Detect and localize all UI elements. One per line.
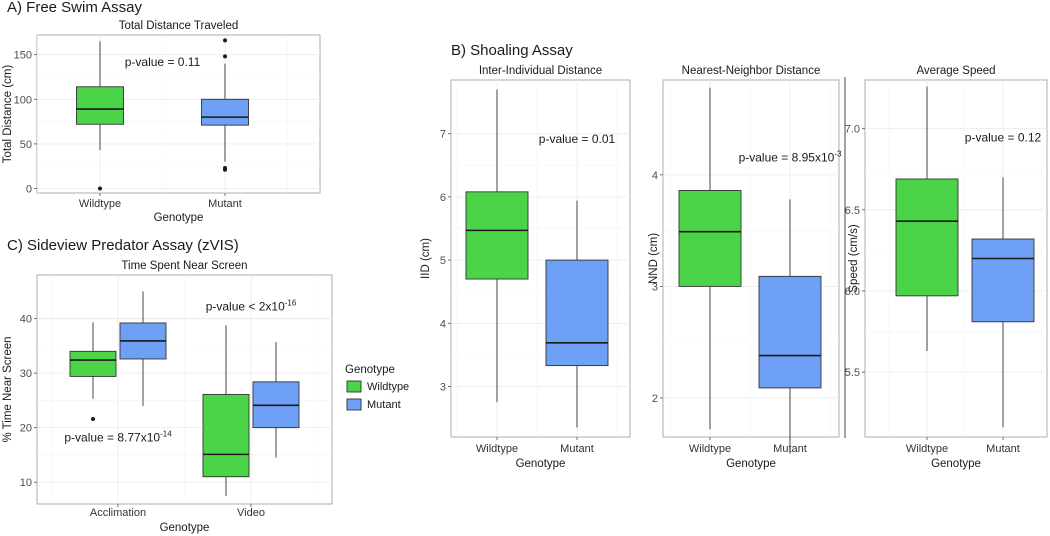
iqr-box	[971, 238, 1035, 323]
legend-title: Genotype	[345, 364, 395, 376]
panel-b-title: B) Shoaling Assay	[451, 42, 573, 59]
x-tick-label: Wildtype	[79, 198, 121, 210]
legend-swatch-mutant	[346, 398, 362, 411]
y-tick-label: 6.0	[845, 286, 860, 298]
x-axis-label: Genotype	[154, 212, 204, 224]
outlier-point	[223, 38, 227, 43]
y-tick-label: 10	[20, 477, 32, 489]
y-tick-label: 4	[440, 318, 446, 330]
y-tick-label: 40	[20, 314, 32, 326]
box-mutant-mutant	[758, 199, 822, 454]
y-tick-label: 30	[20, 368, 32, 380]
y-tick-label: 100	[14, 94, 32, 106]
y-tick-label: 20	[20, 423, 32, 435]
p-value-annotation: p-value = 0.01	[539, 132, 616, 146]
outlier-point	[98, 186, 102, 191]
y-tick-label: 3	[440, 381, 446, 393]
legend-label-wildtype: Wildtype	[367, 381, 409, 393]
legend-swatch-wildtype	[346, 380, 362, 393]
iqr-box	[69, 350, 117, 377]
x-axis-label: Genotype	[726, 458, 776, 470]
panel-c-title: C) Sideview Predator Assay (zVIS)	[7, 237, 239, 254]
p-value-annotation: p-value < 2x10-16	[206, 298, 297, 313]
box-mutant-mutant	[545, 200, 609, 428]
box-wildtype-wildtype	[76, 41, 124, 191]
chart-title: Average Speed	[916, 65, 995, 77]
chart-iid: 3 4 5 6 7 Wildtype Mutant Inter-Individual Dist…	[420, 65, 631, 470]
chart-predator: 10 20 30 40 Acclimation Video Time Spent Near …	[2, 260, 333, 534]
p-value-annotation: p-value = 8.77x10-14	[64, 429, 172, 444]
x-tick-label: Mutant	[208, 198, 242, 210]
y-axis-label: % Time Near Screen	[2, 336, 14, 442]
x-axis-label: Genotype	[931, 458, 981, 470]
x-tick-label: Wildtype	[689, 443, 731, 455]
y-tick-label: 6	[440, 192, 446, 204]
p-value-annotation: p-value = 0.12	[965, 131, 1042, 145]
chart-title: Time Spent Near Screen	[121, 260, 247, 272]
x-tick-label: Mutant	[560, 443, 594, 455]
y-tick-label: 7	[440, 129, 446, 141]
p-value-annotation: p-value = 0.11	[125, 55, 201, 69]
box-video-mutant	[252, 342, 300, 458]
x-tick-label: Mutant	[986, 443, 1020, 455]
y-axis-label: IID (cm)	[420, 238, 432, 279]
outlier-point	[91, 416, 95, 421]
outlier-point	[223, 54, 227, 59]
box-wildtype-wildtype	[465, 89, 529, 403]
y-tick-label: 50	[20, 139, 32, 151]
box-acclimation-wildtype	[69, 322, 117, 421]
y-tick-label: 0	[26, 184, 32, 196]
iqr-box	[678, 189, 742, 287]
y-tick-label: 5.5	[845, 367, 860, 379]
panel-a-title: A) Free Swim Assay	[7, 0, 143, 16]
x-axis-label: Genotype	[516, 458, 566, 470]
x-tick-label: Wildtype	[906, 443, 948, 455]
chart-title: Nearest-Neighbor Distance	[682, 65, 821, 77]
legend: Genotype Wildtype Mutant	[345, 364, 409, 411]
y-tick-label: 2	[652, 393, 658, 405]
box-acclimation-mutant	[119, 291, 167, 406]
x-axis-label: Genotype	[160, 522, 210, 534]
iqr-box	[465, 191, 529, 280]
x-tick-label: Acclimation	[90, 507, 146, 519]
outlier-point	[223, 167, 227, 172]
box-mutant-mutant	[201, 38, 249, 172]
iqr-box	[201, 98, 249, 126]
box-wildtype-wildtype	[678, 87, 742, 430]
iqr-box	[758, 275, 822, 389]
chart-title: Total Distance Traveled	[119, 20, 239, 32]
y-tick-label: 3	[652, 281, 658, 293]
y-axis-label: NND (cm)	[648, 233, 660, 284]
iqr-box	[76, 86, 124, 125]
p-value-annotation: p-value = 8.95x10-3	[739, 149, 842, 164]
chart-title: Inter-Individual Distance	[479, 65, 602, 77]
y-tick-label: 5	[440, 255, 446, 267]
box-wildtype-wildtype	[895, 86, 959, 351]
x-tick-label: Wildtype	[476, 443, 518, 455]
legend-label-mutant: Mutant	[367, 399, 401, 411]
y-axis-label: Speed (cm/s)	[848, 224, 860, 293]
box-video-wildtype	[202, 325, 250, 496]
iqr-box	[202, 393, 250, 478]
chart-speed: 5.5 6.0 6.5 7.0 Wildtype Mutant Average Speed G…	[845, 65, 1048, 470]
y-tick-label: 7.0	[845, 124, 860, 136]
y-axis-label: Total Distance (cm)	[2, 65, 14, 164]
chart-free-swim: 0 50 100 150 Wildtype Mutant Total Distance Tr…	[2, 20, 321, 224]
iqr-box	[545, 259, 609, 367]
y-tick-label: 4	[652, 170, 658, 182]
y-tick-label: 6.5	[845, 205, 860, 217]
box-mutant-mutant	[971, 177, 1035, 428]
y-tick-label: 150	[14, 50, 32, 62]
iqr-box	[895, 178, 959, 297]
x-tick-label: Video	[237, 507, 265, 519]
